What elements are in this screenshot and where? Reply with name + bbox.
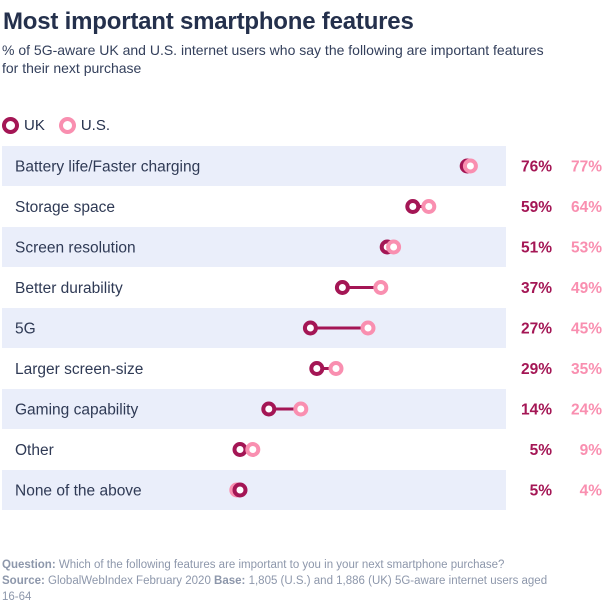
uk-point [334, 280, 350, 295]
chart-subtitle: % of 5G-aware UK and U.S. internet users… [2, 42, 544, 76]
legend-item-us: U.S. [58, 116, 111, 134]
us-point [373, 280, 389, 295]
us-value-label: 53% [571, 240, 602, 257]
question-text: Which of the following features are impo… [58, 559, 505, 571]
uk-point [232, 482, 248, 498]
uk-value-label: 5% [530, 442, 553, 459]
category-label: Screen resolution [15, 240, 136, 257]
us-value-label: 64% [571, 199, 602, 216]
category-label: 5G [15, 321, 36, 338]
us-point [328, 361, 344, 376]
uk-point [261, 401, 277, 417]
row-band [2, 308, 506, 348]
uk-value-label: 76% [521, 159, 552, 176]
uk-point [405, 199, 421, 214]
uk-value-label: 14% [521, 402, 552, 419]
row-band [2, 470, 506, 510]
us-point [421, 199, 437, 214]
us-value-label: 24% [571, 402, 602, 419]
us-value-label: 45% [571, 321, 602, 338]
legend: UK U.S. [2, 114, 110, 136]
us-point [293, 401, 309, 417]
uk-value-label: 29% [521, 361, 552, 378]
category-label: Better durability [15, 280, 123, 297]
us-point [386, 239, 402, 255]
category-label: Other [15, 442, 54, 459]
category-label: Battery life/Faster charging [15, 159, 200, 176]
uk-value-label: 51% [521, 240, 552, 257]
category-label: None of the above [15, 483, 142, 500]
category-label: Storage space [15, 199, 115, 216]
source-label: Source: [2, 575, 45, 587]
uk-value-label: 5% [530, 483, 553, 500]
footnote: Question: Which of the following feature… [2, 557, 562, 605]
question-label: Question: [2, 559, 56, 571]
us-value-label: 35% [571, 361, 602, 378]
us-point [360, 320, 376, 336]
category-label: Gaming capability [15, 402, 138, 419]
source-text: GlobalWebIndex February 2020 [48, 575, 211, 587]
legend-label-uk: UK [24, 116, 45, 134]
row-band [2, 146, 506, 186]
us-value-label: 77% [571, 159, 602, 176]
legend-marker-uk [2, 116, 19, 134]
row-band [2, 227, 506, 267]
legend-item-uk: UK [2, 116, 45, 134]
us-value-label: 49% [571, 280, 602, 297]
us-point [245, 442, 261, 457]
uk-value-label: 37% [521, 280, 552, 297]
us-value-label: 9% [580, 442, 603, 459]
uk-value-label: 59% [521, 199, 552, 216]
uk-point [309, 361, 325, 376]
base-text: 1,805 (U.S.) and 1,886 (UK) 5G-aware int… [2, 575, 548, 603]
uk-point [232, 442, 248, 457]
us-point [462, 158, 478, 174]
us-value-label: 4% [580, 483, 603, 500]
uk-value-label: 27% [521, 321, 552, 338]
legend-label-us: U.S. [80, 116, 111, 134]
row-band [2, 389, 506, 429]
uk-point [302, 320, 318, 336]
base-label: Base: [214, 575, 246, 587]
legend-marker-us [58, 116, 76, 134]
chart-title: Most important smartphone features [3, 8, 414, 35]
category-label: Larger screen-size [15, 361, 143, 378]
